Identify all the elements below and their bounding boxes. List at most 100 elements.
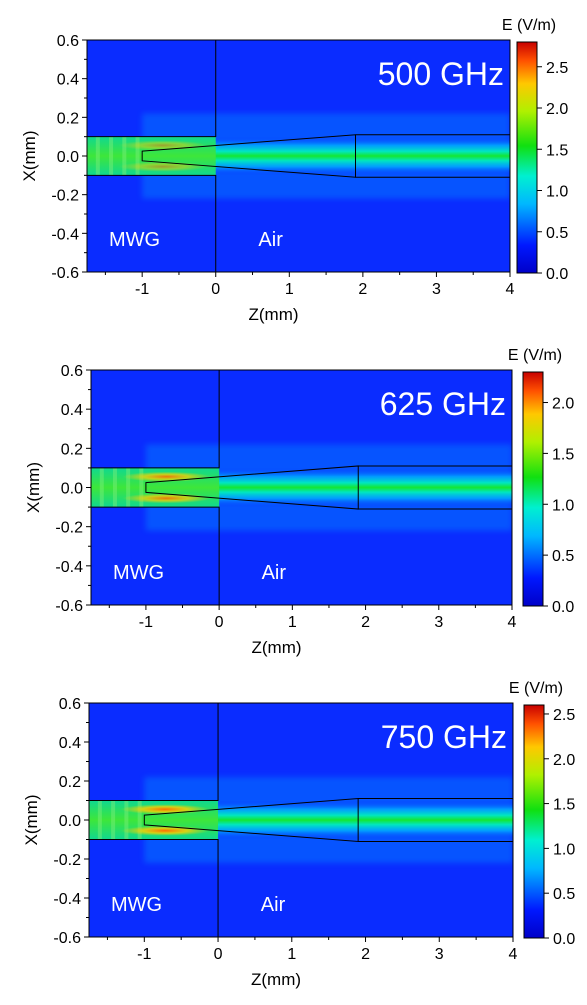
y-tick-label: -0.2 bbox=[53, 852, 81, 869]
field-map-panel: MWG Air 750 GHz -1 0 1 2 3 4 0.6 0.4 0.2 0.0 -0.2 -0.4… bbox=[22, 680, 575, 989]
colorbar-title: E (V/m) bbox=[502, 17, 556, 34]
field-map-panel: MWG Air 500 GHz -1 0 1 2 3 4 0.6 0.4 0.2 0.0 -0.2 -0.4… bbox=[20, 17, 568, 324]
waveguide-wall-top bbox=[89, 703, 219, 801]
region-label-air: Air bbox=[261, 894, 286, 916]
y-tick-label: -0.6 bbox=[55, 598, 83, 615]
y-tick-label: 0.0 bbox=[57, 149, 79, 166]
standing-wave-fringe bbox=[122, 136, 127, 176]
x-tick-label: 2 bbox=[358, 281, 367, 298]
region-label-mwg: MWG bbox=[111, 894, 162, 916]
x-tick-label: 4 bbox=[506, 281, 515, 298]
colorbar-title: E (V/m) bbox=[508, 347, 562, 364]
waveguide-wall-top bbox=[91, 370, 220, 469]
x-tick-label: 2 bbox=[361, 946, 370, 963]
y-tick-label: 0.6 bbox=[61, 363, 83, 380]
x-tick-label: 1 bbox=[288, 614, 297, 631]
colorbar: 0.0 0.5 1.0 1.5 2.0 E (V/m) bbox=[508, 347, 574, 616]
x-tick-label: 0 bbox=[211, 281, 220, 298]
x-tick-label: 3 bbox=[435, 946, 444, 963]
x-axis-label: Z(mm) bbox=[248, 305, 298, 324]
y-axis-label: X(mm) bbox=[22, 795, 41, 846]
x-axis-label: Z(mm) bbox=[251, 970, 301, 989]
x-tick-label: 1 bbox=[285, 281, 294, 298]
standing-wave-fringe bbox=[111, 800, 116, 840]
hot-spot bbox=[122, 493, 211, 504]
y-axis-label: X(mm) bbox=[24, 462, 43, 513]
y-tick-label: -0.2 bbox=[51, 188, 79, 205]
colorbar-gradient bbox=[522, 371, 544, 607]
y-tick-label: -0.2 bbox=[55, 520, 83, 537]
colorbar-tick-label: 0.0 bbox=[553, 931, 575, 948]
colorbar-title: E (V/m) bbox=[509, 680, 563, 697]
standing-wave-fringe bbox=[109, 136, 114, 176]
field-heatmap bbox=[89, 703, 513, 937]
hot-spot bbox=[120, 825, 210, 836]
x-tick-label: 0 bbox=[214, 946, 223, 963]
colorbar-gradient bbox=[523, 704, 545, 939]
waveguide-wall-bottom bbox=[87, 174, 217, 272]
waveguide-wall-bottom bbox=[91, 506, 220, 605]
waveguide-wall-top bbox=[87, 40, 217, 138]
colorbar-tick-label: 1.0 bbox=[546, 184, 568, 201]
structure-outline bbox=[87, 40, 510, 272]
x-tick-label: 4 bbox=[508, 614, 517, 631]
standing-wave-fringe bbox=[97, 800, 102, 840]
x-tick-label: 2 bbox=[361, 614, 370, 631]
y-tick-label: -0.6 bbox=[51, 265, 79, 282]
y-tick-label: 0.4 bbox=[61, 402, 83, 419]
colorbar-tick-label: 2.5 bbox=[553, 707, 575, 724]
colorbar-tick-label: 0.0 bbox=[552, 599, 574, 616]
waveguide-wall-bottom bbox=[89, 839, 219, 937]
standing-wave-fringe bbox=[112, 467, 117, 508]
standing-wave-fringe bbox=[99, 467, 104, 508]
standing-wave-fringe bbox=[95, 136, 100, 176]
frequency-label: 750 GHz bbox=[381, 719, 507, 755]
hot-spot bbox=[118, 140, 207, 151]
y-tick-label: -0.4 bbox=[51, 226, 79, 243]
y-tick-label: -0.4 bbox=[55, 559, 83, 576]
x-axis-label: Z(mm) bbox=[251, 638, 301, 657]
y-tick-label: 0.0 bbox=[61, 481, 83, 498]
standing-wave-fringe bbox=[135, 136, 140, 176]
colorbar-tick-label: 0.0 bbox=[546, 266, 568, 283]
colorbar-tick-label: 1.5 bbox=[552, 446, 574, 463]
colorbar-gradient bbox=[516, 41, 538, 274]
y-tick-label: -0.6 bbox=[53, 930, 81, 947]
hot-spot bbox=[122, 471, 211, 482]
colorbar: 0.0 0.5 1.0 1.5 2.0 2.5 E (V/m) bbox=[502, 17, 568, 283]
region-label-mwg: MWG bbox=[109, 229, 160, 251]
region-label-air: Air bbox=[262, 562, 287, 584]
x-tick-label: 3 bbox=[432, 281, 441, 298]
y-tick-label: 0.4 bbox=[57, 72, 79, 89]
standing-wave-fringe bbox=[139, 467, 144, 508]
colorbar: 0.0 0.5 1.0 1.5 2.0 2.5 E (V/m) bbox=[509, 680, 575, 948]
hot-spot bbox=[118, 161, 207, 172]
y-tick-label: -0.4 bbox=[53, 891, 81, 908]
y-axis-label: X(mm) bbox=[20, 131, 39, 182]
colorbar-tick-label: 2.5 bbox=[546, 60, 568, 77]
colorbar-tick-label: 0.5 bbox=[553, 886, 575, 903]
x-tick-label: -1 bbox=[139, 614, 153, 631]
colorbar-tick-label: 1.5 bbox=[546, 142, 568, 159]
colorbar-tick-label: 1.0 bbox=[552, 497, 574, 514]
field-map-panel: MWG Air 625 GHz -1 0 1 2 3 4 0.6 0.4 0.2 0.0 -0.2 -0.4… bbox=[24, 347, 574, 657]
colorbar-tick-label: 2.0 bbox=[552, 396, 574, 413]
field-heatmap bbox=[87, 40, 510, 272]
structure-outline bbox=[89, 703, 513, 937]
colorbar-tick-label: 0.5 bbox=[546, 225, 568, 242]
frequency-label: 625 GHz bbox=[380, 386, 506, 422]
x-tick-label: 1 bbox=[287, 946, 296, 963]
y-tick-label: 0.6 bbox=[59, 696, 81, 713]
standing-wave-fringe bbox=[124, 800, 129, 840]
y-tick-label: 0.6 bbox=[57, 33, 79, 50]
colorbar-tick-label: 2.0 bbox=[546, 101, 568, 118]
structure-outline bbox=[91, 370, 512, 605]
colorbar-tick-label: 1.5 bbox=[553, 797, 575, 814]
standing-wave-fringe bbox=[137, 800, 142, 840]
x-tick-label: -1 bbox=[135, 281, 149, 298]
colorbar-tick-label: 2.0 bbox=[553, 752, 575, 769]
x-tick-label: -1 bbox=[137, 946, 151, 963]
frequency-label: 500 GHz bbox=[378, 56, 504, 92]
y-tick-label: 0.2 bbox=[57, 110, 79, 127]
